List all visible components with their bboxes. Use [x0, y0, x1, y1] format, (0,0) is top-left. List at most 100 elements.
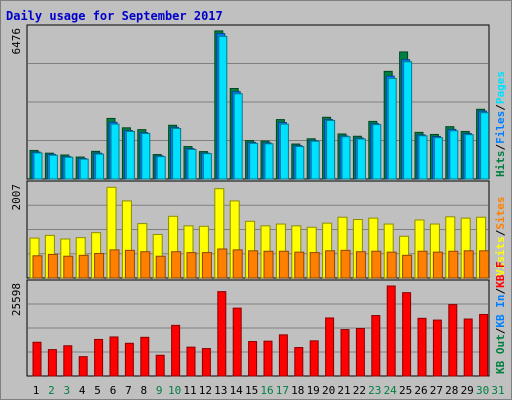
max-value-label: 2007	[10, 184, 23, 211]
day-label: 6	[110, 384, 117, 397]
legend-separator: /	[494, 327, 507, 334]
legend-item: Hits	[494, 151, 507, 178]
bar-pages-day-28	[449, 130, 459, 180]
bar-pages-day-11	[187, 149, 197, 180]
bar-kbytes-day-28	[448, 304, 458, 377]
bar-pages-day-27	[433, 137, 443, 180]
bar-kbytes-day-21	[340, 329, 350, 377]
bar-sites-day-13	[217, 248, 228, 279]
legend-item: KB F	[494, 261, 507, 288]
day-label: 3	[63, 384, 70, 397]
bar-pages-day-2	[48, 154, 58, 180]
bar-sites-day-28	[448, 250, 459, 279]
bar-kbytes-day-27	[432, 319, 442, 377]
day-label: 31	[491, 384, 504, 397]
bar-sites-day-11	[186, 252, 197, 279]
day-label: 28	[445, 384, 458, 397]
legend-item: Files	[494, 111, 507, 144]
bar-pages-day-21	[341, 136, 351, 180]
bar-sites-day-19	[309, 252, 320, 279]
bar-pages-day-8	[141, 133, 151, 180]
day-label: 30	[476, 384, 489, 397]
bar-kbytes-day-9	[155, 354, 165, 377]
day-label: 19	[307, 384, 320, 397]
day-label: 4	[79, 384, 86, 397]
bar-kbytes-day-24	[386, 285, 396, 377]
legend-separator: /	[494, 104, 507, 111]
bar-sites-day-3	[63, 255, 74, 279]
bar-kbytes-day-20	[325, 317, 335, 377]
bar-kbytes-day-29	[463, 318, 473, 377]
bar-sites-day-6	[109, 249, 120, 279]
bar-sites-day-5	[94, 253, 105, 279]
bar-pages-day-16	[264, 143, 274, 180]
day-label: 8	[140, 384, 147, 397]
bar-kbytes-day-26	[417, 317, 427, 377]
bar-sites-day-18	[294, 251, 305, 279]
bar-kbytes-day-5	[94, 338, 104, 377]
day-label: 1	[33, 384, 40, 397]
day-label: 9	[156, 384, 163, 397]
bar-pages-day-23	[372, 124, 382, 180]
bar-kbytes-day-7	[124, 342, 134, 377]
day-label: 21	[337, 384, 350, 397]
bar-pages-day-5	[95, 153, 105, 180]
legend-item: Sites	[494, 197, 507, 230]
chart-title: Daily usage for September 2017	[6, 9, 223, 23]
bar-kbytes-day-15	[248, 341, 258, 377]
day-label: 5	[94, 384, 101, 397]
bar-pages-day-6	[110, 123, 120, 180]
bar-sites-day-29	[463, 250, 474, 279]
legend-top: Hits/Files/Pages	[494, 71, 507, 177]
bar-sites-day-1	[32, 255, 43, 279]
legend-item: KB Out	[494, 334, 507, 374]
bar-kbytes-day-10	[171, 324, 181, 377]
bar-kbytes-day-12	[201, 348, 211, 377]
bar-sites-day-20	[325, 250, 336, 279]
bar-kbytes-day-17	[278, 334, 288, 377]
bar-kbytes-day-2	[47, 349, 57, 377]
bar-sites-day-14	[232, 249, 243, 279]
bar-kbytes-day-30	[479, 313, 489, 377]
bar-pages-day-12	[202, 153, 212, 180]
bar-pages-day-19	[310, 140, 320, 180]
bar-sites-day-15	[248, 250, 259, 279]
legend-bottom: KB Out/KB In/KB F	[494, 261, 507, 374]
bar-sites-day-4	[78, 254, 89, 279]
bar-sites-day-21	[340, 249, 351, 279]
bar-pages-day-1	[33, 152, 43, 180]
bar-sites-day-16	[263, 250, 274, 279]
bar-sites-day-2	[47, 253, 58, 279]
day-label: 2	[48, 384, 55, 397]
bar-kbytes-day-11	[186, 346, 196, 377]
legend-separator: /	[494, 144, 507, 151]
bar-sites-day-23	[371, 250, 382, 279]
bar-sites-day-24	[386, 251, 397, 279]
bar-sites-day-8	[140, 251, 151, 279]
bar-pages-day-3	[64, 156, 74, 180]
max-value-label: 25598	[10, 283, 23, 316]
day-label: 23	[368, 384, 381, 397]
bar-kbytes-day-1	[32, 341, 42, 377]
day-label: 20	[322, 384, 335, 397]
day-label: 27	[430, 384, 443, 397]
bar-pages-day-29	[464, 134, 474, 180]
bar-pages-day-17	[279, 123, 289, 180]
bar-pages-day-9	[156, 156, 166, 180]
bar-kbytes-day-14	[232, 307, 242, 377]
bar-kbytes-day-18	[294, 347, 304, 377]
legend-item: Pages	[494, 71, 507, 104]
bar-pages-day-24	[387, 77, 397, 180]
bar-pages-day-15	[249, 142, 259, 180]
bar-pages-day-25	[403, 61, 413, 180]
legend-item: Visits	[494, 236, 507, 276]
max-value-label: 6476	[10, 28, 23, 55]
bar-kbytes-day-8	[140, 336, 150, 377]
bar-pages-day-22	[356, 138, 366, 180]
day-label: 29	[461, 384, 474, 397]
bar-kbytes-day-4	[78, 356, 88, 377]
bar-sites-day-27	[432, 251, 443, 279]
legend-middle: Visits/Sites	[494, 197, 507, 277]
